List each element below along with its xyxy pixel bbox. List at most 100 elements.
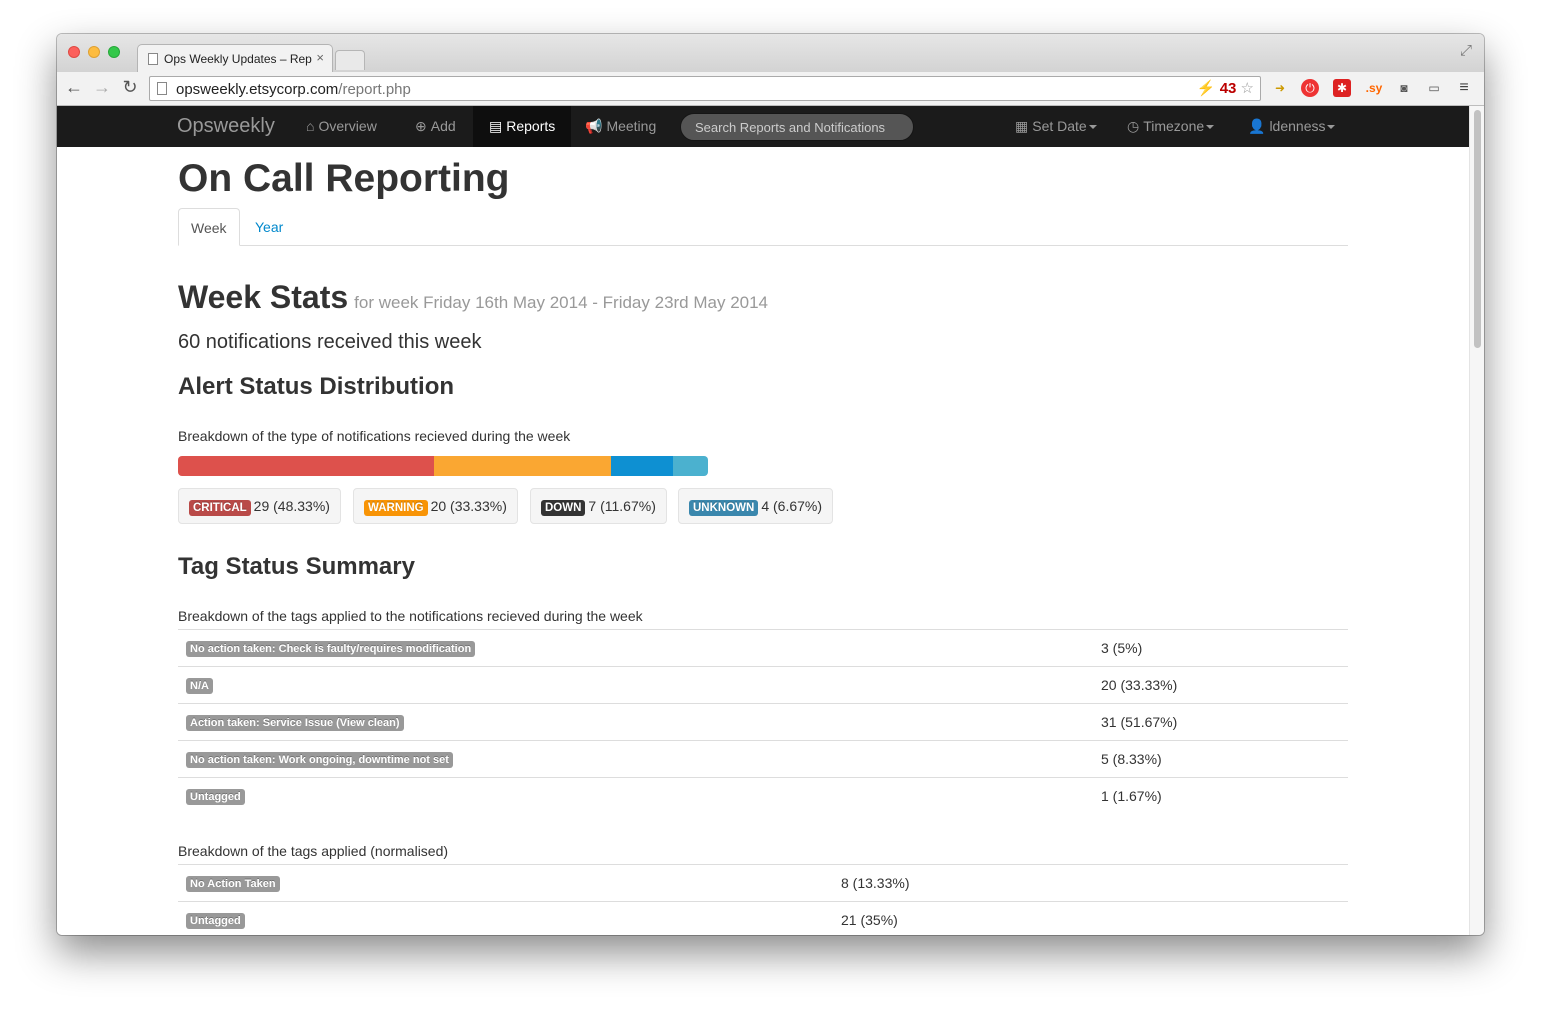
address-bar[interactable]: opsweekly.etsycorp.com/report.php ⚡ 43 ☆: [149, 76, 1261, 101]
minimize-window-button[interactable]: [88, 46, 100, 58]
nav-timezone[interactable]: ◷ Timezone: [1127, 106, 1215, 147]
nav-reports[interactable]: ▤ Reports: [473, 106, 572, 147]
tag-value: 21 (35%): [833, 901, 1348, 935]
status-value-down: 7 (11.67%): [588, 498, 656, 514]
tag-cell: Untagged: [178, 777, 1093, 815]
scrollbar-thumb[interactable]: [1474, 110, 1481, 348]
status-badge-unknown: UNKNOWN: [689, 500, 759, 516]
tag-value: 8 (13.33%): [833, 864, 1348, 902]
tag-cell: Action taken: Service Issue (View clean): [178, 703, 1093, 741]
status-badge-critical: CRITICAL: [189, 500, 251, 516]
table-row: No action taken: Work ongoing, downtime …: [178, 740, 1348, 778]
nav-overview-label: Overview: [318, 118, 377, 134]
close-tab-icon[interactable]: ×: [316, 50, 324, 65]
page-icon: [148, 53, 158, 65]
progress-segment-warning: [434, 456, 611, 476]
tag-badge: Untagged: [186, 789, 245, 806]
caret-down-icon: [1088, 125, 1097, 130]
caret-down-icon: [1206, 125, 1215, 130]
zoom-window-button[interactable]: [108, 46, 120, 58]
close-window-button[interactable]: [68, 46, 80, 58]
fullscreen-icon[interactable]: ⤢: [1459, 42, 1472, 59]
browser-tab[interactable]: Ops Weekly Updates – Rep ×: [137, 44, 333, 72]
nav-meeting-label: Meeting: [606, 118, 657, 134]
normalised-description: Breakdown of the tags applied (normalise…: [178, 843, 449, 859]
tag-badge: Action taken: Service Issue (View clean): [186, 715, 404, 731]
extension-arrow-icon[interactable]: ➜: [1274, 81, 1286, 95]
page-title: On Call Reporting: [178, 157, 510, 200]
nav-add[interactable]: ⊕ Add: [415, 106, 456, 147]
browser-toolbar: ← → ↻ opsweekly.etsycorp.com/report.php …: [57, 72, 1484, 106]
status-value-unknown: 4 (6.67%): [761, 498, 823, 514]
tag-summary-description: Breakdown of the tags applied to the not…: [178, 608, 643, 624]
status-badge-warning: WARNING: [364, 500, 428, 516]
status-badge-down: DOWN: [541, 500, 586, 516]
browser-window: Ops Weekly Updates – Rep × ⤢ ← → ↻ opswe…: [57, 34, 1484, 935]
page-content: Opsweekly ⌂ Overview ⊕ Add ▤ Reports 📢 Meeti…: [57, 106, 1469, 935]
tag-badge: No Action Taken: [186, 876, 280, 892]
menu-icon[interactable]: ≡: [1459, 79, 1469, 96]
nav-timezone-label: Timezone: [1143, 118, 1205, 134]
tag-badge: N/A: [186, 678, 213, 694]
browser-tab-title: Ops Weekly Updates – Rep: [164, 52, 312, 66]
cast-icon[interactable]: ▭: [1428, 81, 1440, 95]
nav-add-label: Add: [430, 118, 456, 134]
tag-value: 20 (33.33%): [1093, 666, 1348, 704]
tab-year[interactable]: Year: [255, 219, 284, 235]
tag-cell: No action taken: Check is faulty/require…: [178, 629, 1093, 667]
normalised-tag-table: No Action Taken 8 (13.33%) Untagged 21 (35…: [178, 864, 1348, 935]
tag-cell: N/A: [178, 666, 1093, 704]
reload-button[interactable]: ↻: [122, 77, 138, 97]
nav-user[interactable]: 👤 ldenness: [1248, 106, 1336, 147]
progress-segment-down: [610, 456, 673, 476]
week-stats-subtitle: for week Friday 16th May 2014 - Friday 2…: [354, 293, 769, 312]
home-icon: ⌂: [306, 118, 315, 134]
user-icon: 👤: [1248, 118, 1266, 134]
tag-value: 31 (51.67%): [1093, 703, 1348, 741]
table-row: Untagged 1 (1.67%): [178, 777, 1348, 815]
status-well-warning: WARNING 20 (33.33%): [353, 488, 518, 524]
calendar-icon: ▦: [1015, 118, 1029, 134]
search-input[interactable]: Search Reports and Notifications: [680, 113, 914, 141]
tag-badge: Untagged: [186, 913, 245, 930]
forward-button[interactable]: →: [93, 77, 111, 97]
bookmark-star-icon[interactable]: ☆: [1240, 80, 1254, 97]
new-tab-button[interactable]: [335, 50, 365, 70]
list-icon: ▤: [489, 118, 503, 134]
extension-sy-icon[interactable]: .sy: [1365, 81, 1383, 95]
brand-logo[interactable]: Opsweekly: [177, 115, 275, 137]
tab-week[interactable]: Week: [178, 208, 240, 246]
tag-badge: No action taken: Check is faulty/require…: [186, 641, 476, 657]
progress-segment-critical: [178, 456, 435, 476]
tab-strip: Ops Weekly Updates – Rep × ⤢: [57, 34, 1484, 72]
week-stats-title: Week Stats: [178, 279, 349, 315]
tag-value: 1 (1.67%): [1093, 777, 1348, 815]
nav-set-date[interactable]: ▦ Set Date: [1015, 106, 1097, 147]
status-value-warning: 20 (33.33%): [430, 498, 507, 514]
tag-summary-title: Tag Status Summary: [178, 553, 415, 580]
table-row: No action taken: Check is faulty/require…: [178, 629, 1348, 667]
status-well-unknown: UNKNOWN 4 (6.67%): [678, 488, 834, 524]
bullhorn-icon: 📢: [585, 118, 603, 134]
back-button[interactable]: ←: [65, 77, 83, 97]
report-tabs: Week Year: [178, 208, 1348, 246]
extension-badge[interactable]: 43: [1219, 80, 1237, 97]
status-well-critical: CRITICAL 29 (48.33%): [178, 488, 341, 524]
nav-meeting[interactable]: 📢 Meeting: [585, 106, 656, 147]
week-stats-heading: Week Stats for week Friday 16th May 2014 …: [178, 279, 768, 316]
vertical-scrollbar[interactable]: [1469, 106, 1484, 935]
progress-segment-unknown: [672, 456, 708, 476]
alert-status-description: Breakdown of the type of notifications r…: [178, 428, 571, 444]
url-host: opsweekly.etsycorp.com: [176, 81, 339, 98]
nav-user-label: ldenness: [1269, 118, 1326, 134]
alert-status-progress-bar: [178, 456, 708, 476]
table-row: No Action Taken 8 (13.33%): [178, 864, 1348, 902]
nav-set-date-label: Set Date: [1032, 118, 1087, 134]
status-value-critical: 29 (48.33%): [253, 498, 330, 514]
pocket-icon[interactable]: ◙: [1400, 81, 1408, 95]
extension-power-icon[interactable]: ⏻: [1301, 79, 1319, 97]
extension-asterisk-icon[interactable]: ✱: [1333, 79, 1351, 97]
nav-overview[interactable]: ⌂ Overview: [306, 106, 377, 147]
tag-summary-table: No action taken: Check is faulty/require…: [178, 629, 1348, 815]
lightning-icon[interactable]: ⚡: [1196, 80, 1216, 97]
